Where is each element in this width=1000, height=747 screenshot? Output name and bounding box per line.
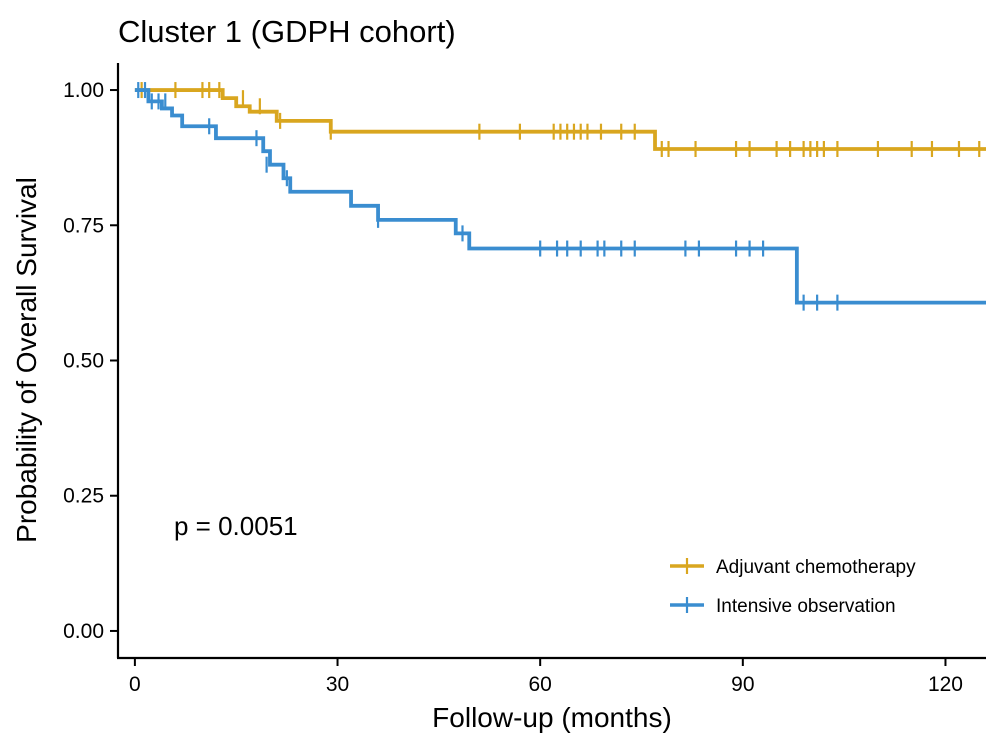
legend: Adjuvant chemotherapy Intensive observat… bbox=[670, 557, 916, 617]
legend-item-adjuvant-chemotherapy: Adjuvant chemotherapy bbox=[670, 557, 916, 578]
chart-title: Cluster 1 (GDPH cohort) bbox=[118, 14, 456, 49]
legend-label: Adjuvant chemotherapy bbox=[716, 557, 916, 578]
series-intensive-observation bbox=[134, 82, 986, 311]
y-tick-label: 0.75 bbox=[63, 214, 104, 237]
x-axis-ticks: 0 30 60 90 120 bbox=[129, 658, 963, 696]
x-axis-title: Follow-up (months) bbox=[432, 702, 672, 733]
x-tick-label: 90 bbox=[731, 673, 754, 696]
series-adjuvant-chemotherapy bbox=[134, 82, 986, 158]
y-tick-label: 0.50 bbox=[63, 350, 104, 373]
x-tick-label: 120 bbox=[928, 673, 963, 696]
y-tick-label: 0.00 bbox=[63, 620, 104, 643]
survival-curve-intensive-observation bbox=[134, 88, 986, 305]
plot-area: 0.00 0.25 0.50 0.75 1.00 0 30 60 90 120 bbox=[63, 63, 986, 696]
y-axis-title: Probability of Overall Survival bbox=[11, 177, 42, 543]
p-value-annotation: p = 0.0051 bbox=[174, 511, 298, 541]
x-tick-label: 30 bbox=[326, 673, 349, 696]
x-tick-label: 0 bbox=[129, 673, 141, 696]
x-tick-label: 60 bbox=[528, 673, 551, 696]
y-tick-label: 1.00 bbox=[63, 79, 104, 102]
y-tick-label: 0.25 bbox=[63, 485, 104, 508]
legend-label: Intensive observation bbox=[716, 596, 896, 617]
y-axis-ticks: 0.00 0.25 0.50 0.75 1.00 bbox=[63, 79, 118, 643]
legend-item-intensive-observation: Intensive observation bbox=[670, 596, 896, 617]
series-layer bbox=[134, 82, 986, 311]
